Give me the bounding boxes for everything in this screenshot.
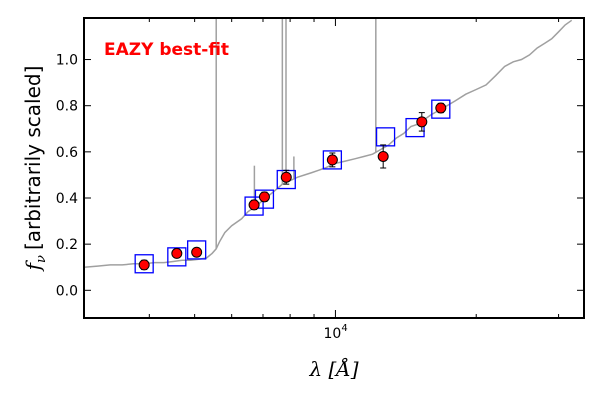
template-flux-box bbox=[431, 99, 451, 119]
y-axis-label-sub: ν bbox=[34, 255, 49, 263]
observed-flux-point bbox=[416, 116, 428, 128]
ytick-label: 0.0 bbox=[56, 283, 78, 299]
ytick-label-layer: 0.0 0.2 0.4 0.6 0.8 1.0 bbox=[56, 53, 78, 300]
observed-flux-point bbox=[191, 246, 203, 258]
observed-flux-point bbox=[435, 102, 447, 114]
template-flux-box bbox=[405, 117, 425, 138]
x-axis-label: λ [Å] bbox=[308, 356, 358, 381]
annotation-label: EAZY best-fit bbox=[104, 40, 229, 60]
y-axis-label: fν[arbitrarily scaled] bbox=[21, 66, 49, 273]
observed-flux-point bbox=[258, 191, 270, 203]
xtick-label-10e4: 10 4 bbox=[324, 323, 348, 342]
svg-text:fν[arbitrarily scaled]: fν[arbitrarily scaled] bbox=[21, 66, 49, 273]
template-flux-box bbox=[244, 196, 264, 216]
template-flux-box bbox=[322, 150, 343, 170]
y-axis-label-rest: [arbitrarily scaled] bbox=[21, 66, 45, 250]
template-box-layer bbox=[134, 99, 451, 274]
observed-flux-point bbox=[138, 259, 150, 271]
ytick-label: 0.8 bbox=[56, 99, 78, 115]
xtick-base: 10 bbox=[324, 326, 342, 342]
template-flux-box bbox=[134, 254, 154, 274]
model-sed-line bbox=[84, 19, 573, 268]
template-flux-box bbox=[187, 240, 207, 260]
ytick-label: 0.4 bbox=[56, 191, 78, 207]
model-sed-layer bbox=[84, 18, 573, 268]
template-flux-box bbox=[254, 189, 275, 209]
plot-area bbox=[84, 18, 573, 274]
observed-point-layer bbox=[138, 102, 447, 271]
observed-flux-point bbox=[377, 150, 389, 162]
ytick-label: 1.0 bbox=[56, 53, 78, 69]
ytick-label: 0.6 bbox=[56, 145, 78, 161]
tick-layer bbox=[84, 18, 584, 318]
xtick-exponent: 4 bbox=[341, 323, 347, 334]
observed-flux-point bbox=[171, 247, 183, 259]
template-flux-box bbox=[167, 247, 187, 267]
x-axis-label-text: λ [Å] bbox=[308, 356, 358, 381]
errorbar-layer bbox=[141, 102, 444, 271]
observed-flux-point bbox=[248, 199, 260, 211]
template-flux-box bbox=[375, 127, 396, 147]
ytick-label: 0.2 bbox=[56, 237, 78, 253]
observed-flux-point bbox=[280, 171, 292, 183]
plot-frame bbox=[83, 17, 585, 319]
observed-flux-point bbox=[326, 154, 338, 166]
